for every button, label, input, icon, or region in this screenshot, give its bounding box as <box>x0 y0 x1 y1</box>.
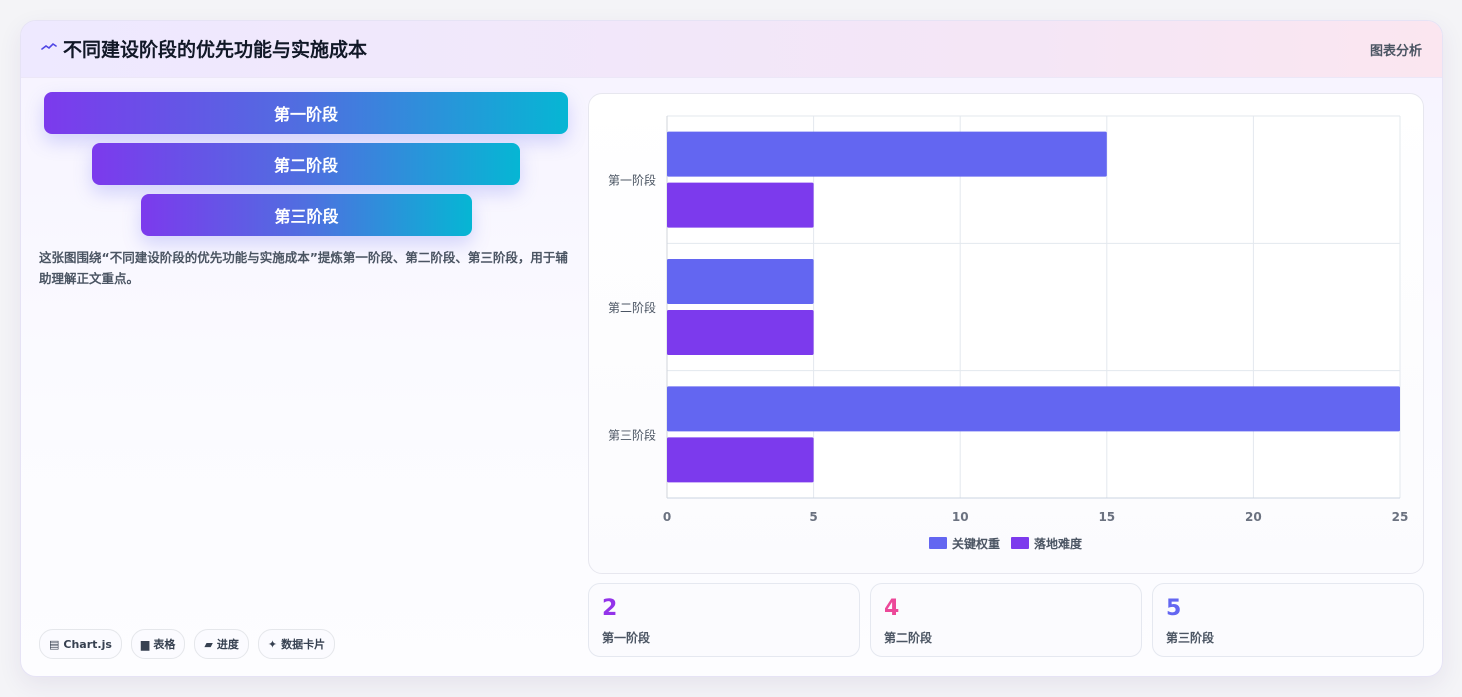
chip-table[interactable]: ▆ 表格 <box>130 629 186 659</box>
feature-chips: ▤ Chart.js ▆ 表格 ▰ 进度 ✦ 数据卡片 <box>39 629 336 659</box>
x-tick-label: 20 <box>1245 510 1262 524</box>
stat-label: 第二阶段 <box>884 631 933 645</box>
y-tick-label: 第三阶段 <box>608 427 656 442</box>
bar-difficulty <box>667 182 814 228</box>
stat-value: 5 <box>1166 596 1182 621</box>
description-text: 这张图围绕“不同建设阶段的优先功能与实施成本”提炼第一阶段、第二阶段、第三阶段，… <box>39 250 568 286</box>
stage-pill-3[interactable]: 第三阶段 <box>141 194 472 236</box>
legend-swatch <box>929 537 947 549</box>
legend-label: 关键权重 <box>952 536 1000 551</box>
page-title: 不同建设阶段的优先功能与实施成本 <box>63 39 368 61</box>
x-tick-label: 10 <box>952 510 969 524</box>
table-icon: ▆ <box>140 637 150 651</box>
bar-weight <box>667 259 814 304</box>
bar-weight <box>667 131 1107 177</box>
chart-panel: 0 5 10 15 20 25 第一阶段第二阶段第三阶段关键权重 落地难度 <box>588 93 1424 574</box>
stage-pill-1[interactable]: 第一阶段 <box>44 92 568 134</box>
stat-card-3: 5 第三阶段 <box>1152 583 1424 657</box>
chip-data-card[interactable]: ✦ 数据卡片 <box>257 629 336 659</box>
x-tick-label: 15 <box>1098 510 1115 524</box>
bar-difficulty <box>667 437 814 483</box>
chip-label: Chart.js <box>63 637 112 651</box>
card-header: 不同建设阶段的优先功能与实施成本 图表分析 <box>21 21 1442 78</box>
x-tick-label: 0 <box>663 510 671 524</box>
header-tag: 图表分析 <box>1369 44 1422 59</box>
sparkle-icon: ✦ <box>267 637 278 651</box>
chip-chartjs[interactable]: ▤ Chart.js <box>39 629 122 659</box>
chart-card: 不同建设阶段的优先功能与实施成本 图表分析 第一阶段 第二阶段 第三阶段 这张图… <box>20 20 1443 677</box>
chip-label: 进度 <box>216 638 239 651</box>
plot-area <box>667 116 1400 498</box>
chart-icon: ▤ <box>49 637 60 651</box>
stat-label: 第一阶段 <box>602 631 651 645</box>
chip-label: 数据卡片 <box>281 638 326 651</box>
legend-label: 落地难度 <box>1034 536 1083 551</box>
wave-icon <box>41 42 57 50</box>
y-tick-label: 第二阶段 <box>608 300 656 315</box>
bar-difficulty <box>667 310 814 355</box>
stat-card-1: 2 第一阶段 <box>588 583 860 657</box>
chip-label: 表格 <box>153 638 176 651</box>
progress-icon: ▰ <box>204 637 213 651</box>
legend-swatch <box>1011 537 1029 549</box>
stat-value: 4 <box>884 596 900 621</box>
x-tick-label: 5 <box>809 510 817 524</box>
stat-label: 第三阶段 <box>1166 631 1215 645</box>
stat-value: 2 <box>602 596 618 621</box>
x-tick-label: 25 <box>1392 510 1409 524</box>
y-tick-label: 第一阶段 <box>608 173 656 188</box>
chip-progress[interactable]: ▰ 进度 <box>194 629 249 659</box>
bar-weight <box>667 386 1400 432</box>
stage-pill-2[interactable]: 第二阶段 <box>92 143 520 185</box>
stat-card-2: 4 第二阶段 <box>870 583 1142 657</box>
